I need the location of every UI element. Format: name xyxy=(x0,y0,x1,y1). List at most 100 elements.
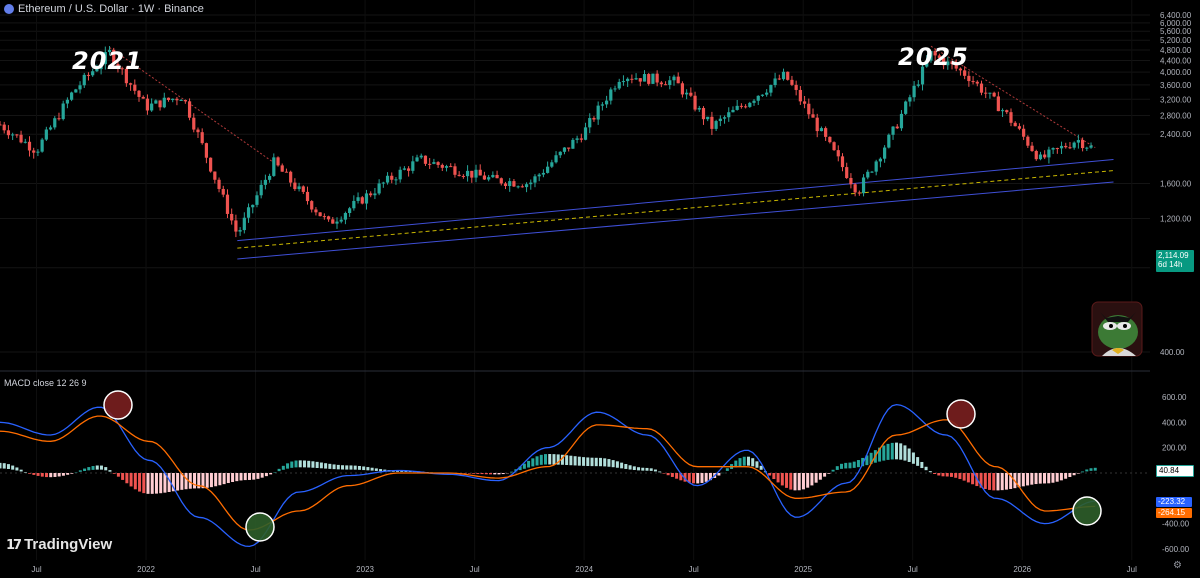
histogram-bar xyxy=(983,473,987,489)
candle-body xyxy=(225,194,230,214)
candle-body xyxy=(322,216,326,218)
candle-body xyxy=(1064,145,1068,148)
symbol-title[interactable]: Ethereum / U.S. Dollar · 1W · Binance xyxy=(18,3,204,15)
candle-body xyxy=(99,64,103,70)
candle-body xyxy=(866,171,870,178)
macd-indicator-label[interactable]: MACD close 12 26 9 xyxy=(4,378,87,388)
candle-body xyxy=(1072,142,1076,148)
candle-body xyxy=(883,147,887,159)
candle-body xyxy=(508,181,512,187)
candle-body xyxy=(1022,128,1026,137)
histogram-bar xyxy=(522,463,526,469)
time-tick-label: Jul xyxy=(908,565,918,574)
histogram-bar xyxy=(167,473,171,492)
candle-body xyxy=(326,216,331,220)
histogram-bar xyxy=(247,473,251,480)
time-tick-label: 2022 xyxy=(137,565,155,574)
macd-tick-label: 200.00 xyxy=(1162,444,1187,453)
histogram-bar xyxy=(49,473,53,478)
candle-body xyxy=(781,71,786,80)
candle-body xyxy=(339,219,343,222)
histogram-bar xyxy=(235,473,239,482)
candle-body xyxy=(887,134,891,148)
candle-body xyxy=(562,147,567,152)
candle-body xyxy=(824,128,828,137)
candle-body xyxy=(529,182,533,185)
candle-body xyxy=(773,78,777,86)
candle-body xyxy=(503,183,508,187)
gear-icon[interactable]: ⚙ xyxy=(1173,560,1182,571)
candle-body xyxy=(457,174,461,176)
candle-body xyxy=(840,156,845,168)
candle-body xyxy=(706,116,710,120)
histogram-bar xyxy=(214,473,218,487)
candle-body xyxy=(348,208,352,213)
candle-body xyxy=(449,166,453,168)
candle-body xyxy=(19,134,23,143)
histogram-bar xyxy=(734,460,738,468)
time-axis[interactable]: Jul 2022 Jul 2023 Jul 2024 Jul 2025 Jul 2026 Jul xyxy=(31,565,1137,574)
candle-body xyxy=(128,83,133,85)
histogram-bar xyxy=(269,473,273,475)
candle-body xyxy=(899,113,904,129)
candle-body xyxy=(731,109,735,113)
histogram-bar xyxy=(28,473,32,474)
histogram-bar xyxy=(560,454,564,465)
candle-body xyxy=(992,92,996,97)
histogram-bar xyxy=(911,452,915,464)
histogram-bar xyxy=(1068,473,1072,477)
candle-body xyxy=(676,76,680,84)
candle-body xyxy=(78,85,82,90)
histogram-bar xyxy=(163,473,167,493)
candle-body xyxy=(196,129,200,133)
histogram-bar xyxy=(349,465,353,470)
histogram-bar xyxy=(611,460,615,468)
histogram-bar xyxy=(1034,473,1038,485)
histogram-bar xyxy=(708,473,712,481)
histogram-bar xyxy=(683,473,687,482)
histogram-bar xyxy=(848,462,852,469)
histogram-bar xyxy=(818,473,822,480)
price-axis[interactable]: 6,400.006,000.005,600.005,200.004,800.00… xyxy=(1160,11,1192,554)
histogram-bar xyxy=(146,473,150,494)
histogram-bar xyxy=(6,464,10,469)
histogram-bar xyxy=(53,473,57,477)
histogram-bar xyxy=(205,473,209,488)
candle-body xyxy=(407,168,411,171)
candle-body xyxy=(310,201,314,210)
candle-body xyxy=(756,95,760,101)
histogram-bar xyxy=(400,470,404,472)
histogram-bar xyxy=(535,456,539,466)
histogram-bar xyxy=(679,473,683,481)
candle-body xyxy=(609,89,613,101)
price-tick-label: 5,200.00 xyxy=(1160,36,1192,45)
candle-body xyxy=(680,83,685,95)
trend-lines xyxy=(109,45,1114,260)
candle-body xyxy=(613,88,617,90)
histogram-bar xyxy=(116,473,120,477)
histogram-bar xyxy=(1059,473,1063,481)
histogram-bar xyxy=(108,470,112,472)
histogram-bar xyxy=(484,473,488,475)
histogram-bar xyxy=(138,473,142,492)
histogram-bar xyxy=(738,458,742,467)
histogram-bar xyxy=(1042,473,1046,484)
time-tick-label: 2026 xyxy=(1013,565,1031,574)
histogram-bar xyxy=(188,473,192,489)
price-tick-label: 2,400.00 xyxy=(1160,130,1192,139)
candle-body xyxy=(65,99,69,104)
tradingview-logo[interactable]: 𝟭𝟳 TradingView xyxy=(6,536,112,553)
cross-circle xyxy=(245,512,275,542)
candle-body xyxy=(571,139,575,149)
candle-body xyxy=(187,101,192,118)
histogram-bar xyxy=(40,473,44,477)
histogram-bar xyxy=(615,461,619,468)
candle-body xyxy=(36,151,40,153)
macd-tick-label: 600.00 xyxy=(1162,393,1187,402)
candle-body xyxy=(718,118,722,122)
candle-body xyxy=(672,76,676,81)
histogram-bar xyxy=(962,473,966,481)
macd-value-tag: -223.32 xyxy=(1156,497,1192,507)
histogram-bar xyxy=(497,473,501,475)
